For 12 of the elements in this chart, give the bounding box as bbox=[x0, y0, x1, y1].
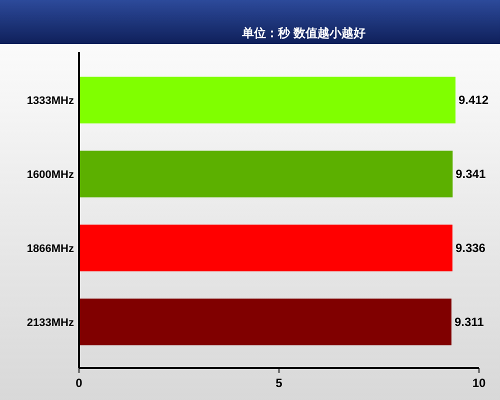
data-label: 9.341 bbox=[456, 167, 486, 182]
x-tick-label: 5 bbox=[276, 376, 283, 390]
x-tick-label: 0 bbox=[76, 376, 83, 390]
data-label: 9.311 bbox=[454, 314, 484, 329]
y-tick-label: 1333MHz bbox=[26, 95, 74, 108]
data-label: 9.412 bbox=[458, 93, 489, 108]
data-label: 9.336 bbox=[455, 240, 486, 255]
y-tick-label: 1866MHz bbox=[26, 242, 74, 255]
y-tick-label: 1600MHz bbox=[26, 169, 74, 182]
y-tick-label: 2133MHz bbox=[26, 316, 74, 329]
chart-subtitle: 单位：秒 数值越小越好 bbox=[241, 26, 366, 40]
x-tick-label: 10 bbox=[472, 376, 486, 390]
